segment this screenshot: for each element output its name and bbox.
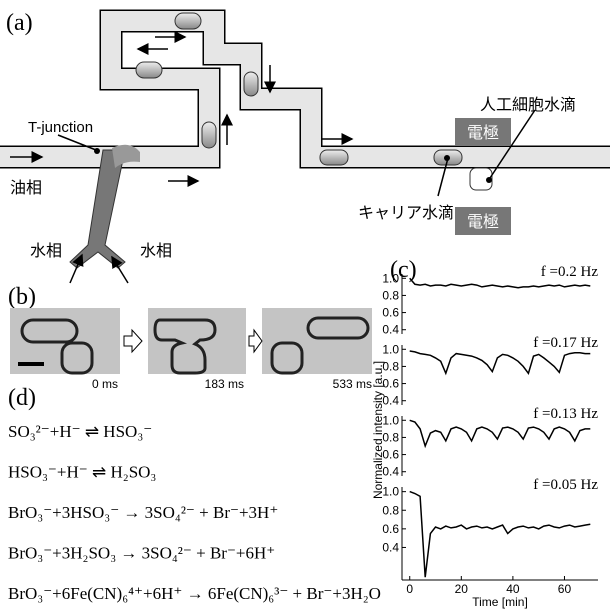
- droplet: [175, 13, 201, 29]
- equation: BrO₃⁻+3HSO₃⁻ → 3SO₄²⁻ + Br⁻+3H⁺: [8, 503, 278, 522]
- junction-dot: [94, 148, 100, 154]
- y-tick-label: 0.8: [382, 359, 399, 373]
- x-tick-label: 20: [455, 582, 469, 596]
- y-tick-label: 0.8: [382, 503, 399, 517]
- panel-label: (b): [8, 284, 36, 310]
- y-tick-label: 1.0: [382, 271, 399, 285]
- annotation: f =0.05 Hz: [533, 477, 598, 493]
- equation: SO₃²⁻+H⁻ ⇌ HSO₃⁻: [8, 422, 152, 441]
- droplet: [244, 72, 258, 96]
- y-tick-label: 0.6: [382, 306, 399, 320]
- y-tick-label: 0.6: [382, 522, 399, 536]
- pointer-dot: [486, 177, 492, 183]
- time-label: 183 ms: [205, 377, 244, 391]
- annotation: T-junction: [28, 119, 93, 136]
- y-tick-label: 0.6: [382, 448, 399, 462]
- x-tick-label: 0: [406, 582, 413, 596]
- annotation: f =0.2 Hz: [541, 264, 599, 280]
- trace: [410, 351, 591, 373]
- step-arrow: [249, 330, 262, 352]
- annotation: f =0.17 Hz: [533, 335, 598, 351]
- y-tick-label: 1.0: [382, 413, 399, 427]
- trace: [410, 420, 591, 446]
- x-axis-label: Time [min]: [472, 595, 528, 609]
- y-tick-label: 0.4: [382, 540, 399, 554]
- y-tick-label: 1.0: [382, 342, 399, 356]
- x-tick-label: 40: [506, 582, 520, 596]
- annotation: 水相: [140, 241, 172, 260]
- y-tick-label: 1.0: [382, 485, 399, 499]
- annotation: キャリア水滴: [358, 203, 454, 222]
- annotation: 油相: [10, 178, 42, 197]
- trace: [410, 492, 591, 578]
- y-tick-label: 0.4: [382, 394, 399, 408]
- y-tick-label: 0.6: [382, 377, 399, 391]
- equation: HSO₃⁻+H⁻ ⇌ H₂SO₃: [8, 463, 156, 482]
- time-label: 0 ms: [92, 377, 118, 391]
- figure: (a) 電極 電極 T-junction 油相 水相 水相 人工細胞水滴 キャリ…: [0, 0, 610, 610]
- channel: [0, 21, 610, 157]
- annotation: f =0.13 Hz: [533, 406, 598, 422]
- annotation: 人工細胞水滴: [480, 95, 576, 114]
- y-tick-label: 0.4: [382, 465, 399, 479]
- panel-label: (a): [6, 10, 33, 36]
- time-label: 533 ms: [333, 377, 372, 391]
- y-tick-label: 0.4: [382, 323, 399, 337]
- electrode-label: 電極: [467, 212, 499, 231]
- droplet: [202, 122, 216, 148]
- equation: BrO₃⁻+3H₂SO₃ → 3SO₄²⁻ + Br⁻+6H⁺: [8, 544, 275, 563]
- x-tick-label: 60: [558, 582, 572, 596]
- step-arrow: [124, 330, 142, 352]
- electrode-label: 電極: [467, 123, 499, 142]
- annotation: 水相: [30, 241, 62, 260]
- y-tick-label: 0.8: [382, 430, 399, 444]
- pointer-dot: [444, 155, 450, 161]
- panel-label: (d): [8, 385, 36, 411]
- equation: BrO₃⁻+6Fe(CN)₆⁴⁺+6H⁺ → 6Fe(CN)₆³⁻ + Br⁻+…: [8, 584, 381, 603]
- droplet: [136, 62, 162, 78]
- droplet: [320, 150, 348, 165]
- y-tick-label: 0.8: [382, 288, 399, 302]
